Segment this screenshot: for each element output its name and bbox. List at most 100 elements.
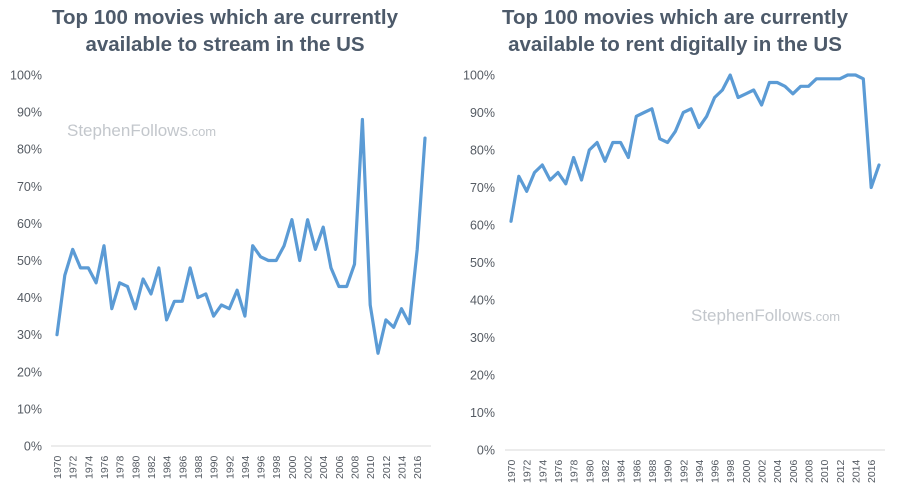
x-tick-label: 1994: [240, 455, 252, 479]
y-tick-label: 30%: [17, 328, 42, 342]
data-point: [329, 266, 332, 269]
data-point: [87, 266, 90, 269]
data-point: [643, 111, 646, 114]
x-tick-label: 2014: [851, 459, 863, 483]
y-tick-label: 70%: [470, 181, 495, 195]
data-point: [596, 141, 599, 144]
x-tick-label: 1988: [647, 459, 659, 483]
data-point: [189, 266, 192, 269]
data-point: [533, 171, 536, 174]
data-point: [204, 292, 207, 295]
x-tick-label: 1970: [52, 455, 64, 479]
data-point: [823, 77, 826, 80]
x-tick-label: 2004: [772, 459, 784, 483]
data-point: [423, 136, 426, 139]
data-point: [196, 296, 199, 299]
data-point: [862, 77, 865, 80]
x-tick-label: 1982: [600, 459, 612, 483]
data-point: [353, 263, 356, 266]
y-tick-label: 100%: [463, 69, 495, 83]
data-point: [783, 85, 786, 88]
data-point: [697, 126, 700, 129]
x-tick-label: 1984: [162, 455, 174, 479]
y-tick-label: 50%: [470, 256, 495, 270]
x-tick-label: 2010: [819, 459, 831, 483]
series-line: [55, 117, 427, 355]
data-point: [55, 333, 58, 336]
x-tick-label: 2002: [303, 455, 315, 479]
data-point: [682, 111, 685, 114]
title-line-2: available to rent digitally in the US: [508, 33, 842, 56]
x-tick-label: 1996: [710, 459, 722, 483]
x-tick-label: 2008: [804, 459, 816, 483]
y-tick-label: 60%: [17, 217, 42, 231]
data-point: [118, 281, 121, 284]
data-point: [776, 81, 779, 84]
data-point: [149, 292, 152, 295]
title-line-1: Top 100 movies which are currently: [52, 6, 398, 29]
x-tick-label: 1976: [99, 455, 111, 479]
data-point: [134, 307, 137, 310]
watermark-text: StephenFollows.com: [67, 121, 216, 140]
data-point: [603, 160, 606, 163]
data-point: [713, 96, 716, 99]
x-tick-label: 1982: [146, 455, 158, 479]
data-point: [79, 266, 82, 269]
data-point: [142, 277, 145, 280]
x-tick-label: 1978: [115, 455, 127, 479]
line-chart-rental: 0% 10% 20% 30% 40% 50% 60% 70% 80% 90% 100% 1970 197…: [463, 69, 885, 483]
x-tick-label: 2012: [381, 455, 393, 479]
x-tick-label: 2000: [741, 459, 753, 483]
data-point: [126, 285, 129, 288]
data-point: [337, 285, 340, 288]
x-tick-label: 2002: [757, 459, 769, 483]
y-tick-label: 20%: [17, 365, 42, 379]
x-tick-label: 1986: [177, 455, 189, 479]
x-tick-label: 1976: [553, 459, 565, 483]
chart-streaming: Top 100 movies which are currently avail…: [10, 6, 431, 479]
data-point: [674, 130, 677, 133]
data-point: [517, 175, 520, 178]
data-point: [838, 77, 841, 80]
data-point: [619, 141, 622, 144]
data-point: [846, 73, 849, 76]
data-point: [588, 148, 591, 151]
y-tick-label: 0%: [24, 440, 42, 454]
data-point: [870, 186, 873, 189]
data-point: [744, 92, 747, 95]
x-tick-label: 1990: [209, 455, 221, 479]
y-tick-label: 80%: [17, 143, 42, 157]
data-point: [408, 322, 411, 325]
x-tick-label: 1978: [569, 459, 581, 483]
x-tick-label: 1990: [663, 459, 675, 483]
data-point: [729, 73, 732, 76]
data-point: [815, 77, 818, 80]
x-tick-label: 1974: [537, 459, 549, 483]
x-tick-label: 1986: [631, 459, 643, 483]
data-point: [572, 156, 575, 159]
x-tick-label: 2004: [318, 455, 330, 479]
y-tick-label: 60%: [470, 219, 495, 233]
data-point: [689, 107, 692, 110]
data-point: [95, 281, 98, 284]
data-point: [243, 315, 246, 318]
x-tick-label: 1988: [193, 455, 205, 479]
data-point: [110, 307, 113, 310]
data-point: [306, 218, 309, 221]
y-tick-label: 40%: [17, 291, 42, 305]
x-tick-label: 2014: [397, 455, 409, 479]
title-line-1: Top 100 movies which are currently: [502, 6, 848, 29]
data-point: [721, 88, 724, 91]
y-tick-label: 10%: [17, 402, 42, 416]
data-point: [267, 259, 270, 262]
data-point: [627, 156, 630, 159]
data-point: [220, 303, 223, 306]
data-point: [361, 118, 364, 121]
data-point: [549, 178, 552, 181]
data-point: [877, 163, 880, 166]
title-line-2: available to stream in the US: [85, 33, 365, 56]
x-tick-label: 1998: [725, 459, 737, 483]
watermark-text: StephenFollows.com: [691, 306, 840, 325]
y-tick-label: 20%: [470, 369, 495, 383]
data-point: [275, 259, 278, 262]
